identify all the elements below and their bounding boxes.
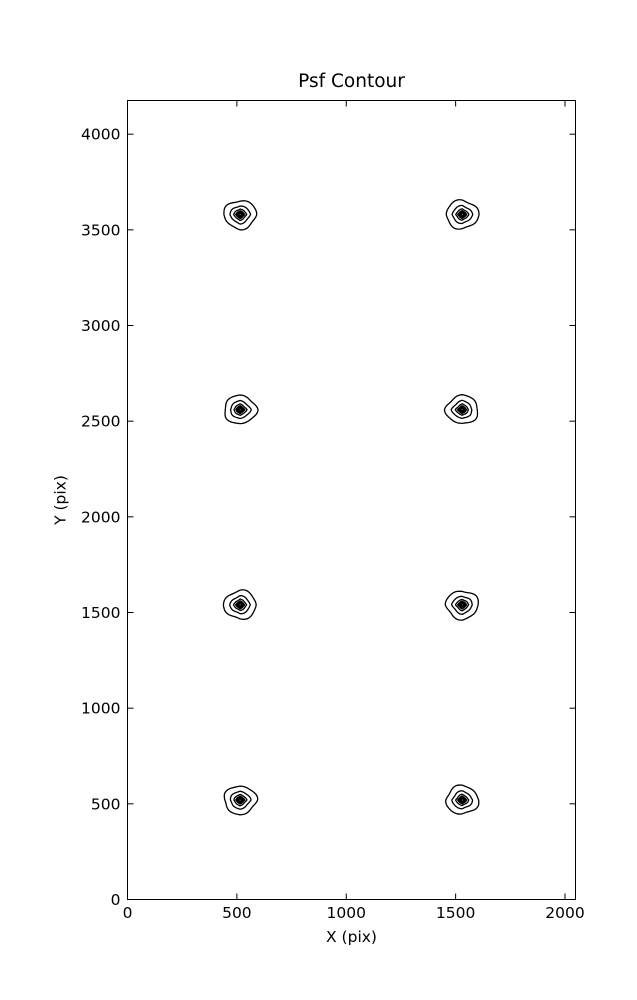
y-tick-label: 4000	[81, 126, 120, 144]
contour-ring	[458, 211, 467, 218]
contour-ring	[229, 790, 252, 810]
contour-ring	[460, 798, 465, 802]
contour-ring	[456, 600, 468, 610]
contour-ring	[457, 795, 468, 805]
psf-contour-blob	[445, 784, 480, 815]
contour-ring	[445, 199, 480, 230]
x-axis-label: X (pix)	[326, 928, 377, 946]
y-tick-label: 2500	[81, 413, 120, 431]
contour-ring	[458, 406, 466, 414]
contour-ring	[458, 601, 467, 609]
y-axis-label: Y (pix)	[51, 475, 70, 525]
axes-frame	[127, 100, 576, 900]
contour-ring	[460, 212, 465, 217]
contour-ring	[222, 589, 257, 620]
y-tick-label: 3000	[81, 317, 120, 335]
contour-ring	[454, 403, 470, 416]
contour-ring	[224, 394, 259, 425]
contour-ring	[460, 407, 465, 412]
x-tick-label: 2000	[545, 904, 584, 922]
contour-ring	[232, 598, 248, 612]
contour-ring	[235, 405, 246, 415]
contour-ring	[238, 602, 243, 607]
contour-ring	[450, 595, 473, 616]
contour-ring	[443, 394, 479, 425]
x-tick-label: 500	[222, 904, 252, 922]
contour-ring	[455, 208, 470, 221]
contour-ring	[460, 602, 465, 607]
x-tick-label: 0	[123, 904, 133, 922]
contour-ring	[234, 600, 246, 610]
contour-ring	[223, 200, 258, 231]
contour-ring	[236, 211, 245, 219]
x-tick-label: 1500	[436, 904, 475, 922]
psf-contour-blob	[444, 590, 479, 621]
psf-contour-blob	[445, 199, 480, 230]
contour-ring	[454, 598, 470, 612]
contour-ring	[228, 594, 251, 615]
contour-ring	[454, 793, 470, 807]
y-tick-label: 2000	[81, 508, 120, 526]
contour-ring	[238, 212, 243, 217]
contour-ring	[233, 793, 248, 807]
y-tick-label: 1500	[81, 604, 120, 622]
contour-ring	[235, 795, 246, 805]
contour-ring	[458, 796, 467, 804]
psf-contour-blob	[223, 785, 259, 816]
contour-ring	[456, 404, 468, 415]
contour-ring	[236, 796, 245, 804]
contour-ring	[444, 590, 479, 621]
contour-ring	[229, 205, 252, 225]
contour-ring	[229, 399, 252, 420]
contour-ring	[236, 601, 244, 609]
contour-ring	[451, 790, 474, 810]
contour-ring	[235, 210, 246, 220]
contour-ring	[451, 204, 474, 225]
contour-ring	[236, 406, 245, 414]
contour-ring	[238, 407, 243, 412]
psf-contour-blob	[223, 200, 258, 231]
contour-ring	[233, 403, 248, 416]
contour-ring	[238, 798, 243, 802]
y-tick-label: 0	[111, 891, 121, 909]
y-tick-label: 500	[91, 795, 121, 813]
y-tick-label: 3500	[81, 221, 120, 239]
x-tick-label: 1000	[327, 904, 366, 922]
chart-title: Psf Contour	[298, 71, 405, 92]
contour-ring	[223, 785, 259, 816]
contour-ring	[450, 399, 473, 420]
psf-contour-blob	[222, 589, 257, 620]
psf-contour-blob	[224, 394, 259, 425]
y-tick-label: 1000	[81, 700, 120, 718]
contour-ring	[457, 209, 468, 220]
psf-contour-blob	[443, 394, 479, 425]
contour-ring	[232, 208, 248, 222]
contour-ring	[445, 784, 480, 815]
